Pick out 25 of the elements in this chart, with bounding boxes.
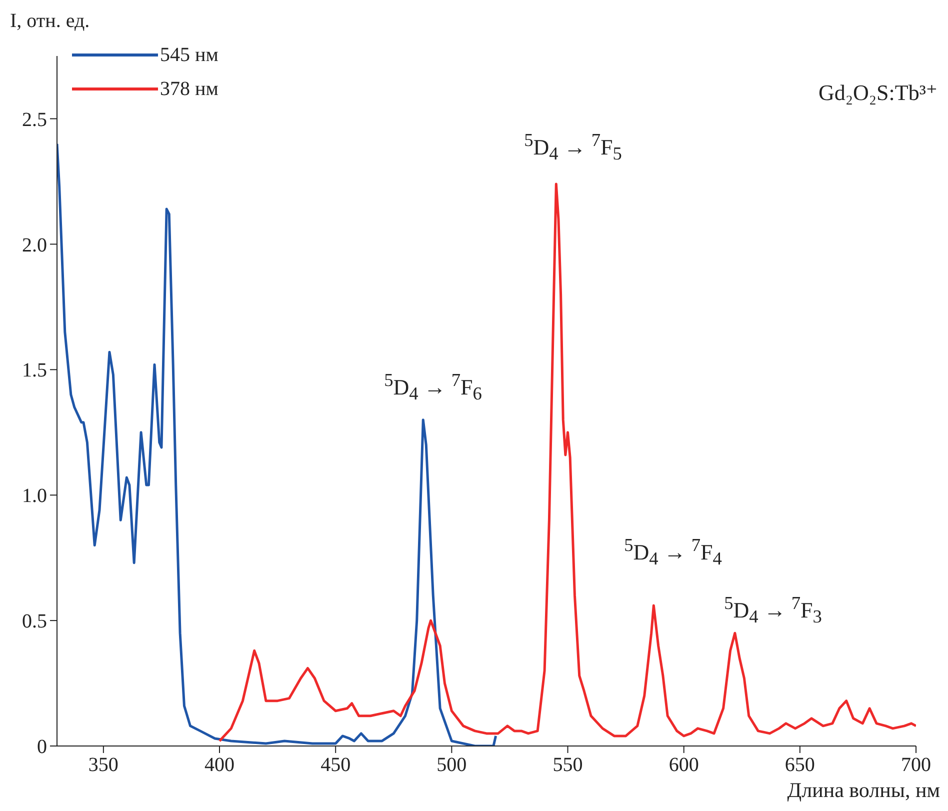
- x-tick-label: 600: [668, 754, 699, 776]
- annotation: Gd₂O₂S:Tb³⁺: [817, 80, 939, 106]
- x-tick-label: 350: [88, 754, 118, 776]
- x-tick-label: 700: [901, 754, 931, 776]
- annotation: $^{5}$D$_{4}$ → $^{7}$F$_{3}$: [723, 593, 823, 628]
- y-tick-label: 1.5: [22, 360, 47, 382]
- y-tick-label: 0: [37, 736, 47, 758]
- line-series: [57, 142, 498, 746]
- annotation: $^{5}$D$_{4}$ → $^{7}$F$_{4}$: [623, 535, 723, 570]
- x-tick-label: 650: [784, 754, 815, 776]
- line-series: [218, 182, 916, 742]
- annotation: $^{5}$D$_{4}$ → $^{7}$F$_{5}$: [523, 130, 623, 165]
- y-tick-label: 2.0: [22, 234, 47, 256]
- legend-label: 545 нм: [160, 44, 218, 66]
- x-tick-label: 450: [320, 754, 351, 776]
- y-tick-label: 2.5: [22, 108, 47, 131]
- legend-label: 378 нм: [160, 78, 218, 100]
- x-axis-title: Длина волны, нм: [787, 778, 940, 803]
- x-tick-label: 400: [204, 754, 235, 776]
- x-tick-label: 550: [552, 754, 583, 776]
- y-axis-title: I, отн. ед.: [10, 10, 90, 33]
- y-tick-label: 1.0: [22, 485, 47, 508]
- annotation: $^{5}$D$_{4}$ → $^{7}$F$_{6}$: [383, 370, 483, 405]
- x-tick-label: 500: [436, 754, 467, 776]
- y-tick-label: 0.5: [22, 610, 47, 633]
